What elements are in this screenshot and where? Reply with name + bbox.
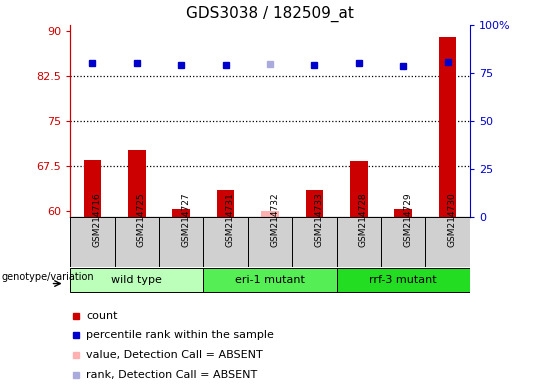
Text: GSM214730: GSM214730	[448, 192, 457, 247]
Bar	[381, 217, 426, 267]
Text: rank, Detection Call = ABSENT: rank, Detection Call = ABSENT	[86, 370, 258, 380]
Title: GDS3038 / 182509_at: GDS3038 / 182509_at	[186, 6, 354, 22]
Bar	[336, 268, 470, 293]
Bar	[426, 217, 470, 267]
Bar	[292, 217, 336, 267]
Text: genotype/variation: genotype/variation	[2, 272, 94, 282]
Bar	[217, 190, 234, 217]
Text: GSM214729: GSM214729	[403, 192, 412, 247]
Text: eri-1 mutant: eri-1 mutant	[235, 275, 305, 285]
Bar	[438, 37, 456, 217]
Text: GSM214727: GSM214727	[181, 192, 190, 247]
Bar	[350, 161, 368, 217]
Bar	[261, 211, 279, 217]
Text: GSM214725: GSM214725	[137, 192, 146, 247]
Bar	[204, 217, 248, 267]
Bar	[306, 190, 323, 217]
Text: count: count	[86, 311, 118, 321]
Bar	[172, 209, 190, 217]
Bar	[114, 217, 159, 267]
Text: GSM214732: GSM214732	[270, 192, 279, 247]
Text: GSM214728: GSM214728	[359, 192, 368, 247]
Bar	[394, 209, 412, 217]
Text: rrf-3 mutant: rrf-3 mutant	[369, 275, 437, 285]
Text: wild type: wild type	[111, 275, 162, 285]
Text: GSM214733: GSM214733	[314, 192, 323, 247]
Text: percentile rank within the sample: percentile rank within the sample	[86, 330, 274, 340]
Bar	[70, 268, 204, 293]
Bar	[336, 217, 381, 267]
Bar	[84, 160, 102, 217]
Bar	[248, 217, 292, 267]
Bar	[204, 268, 336, 293]
Bar	[159, 217, 204, 267]
Text: value, Detection Call = ABSENT: value, Detection Call = ABSENT	[86, 350, 263, 360]
Bar	[128, 150, 146, 217]
Bar	[70, 217, 114, 267]
Text: GSM214716: GSM214716	[92, 192, 102, 247]
Text: GSM214731: GSM214731	[226, 192, 234, 247]
